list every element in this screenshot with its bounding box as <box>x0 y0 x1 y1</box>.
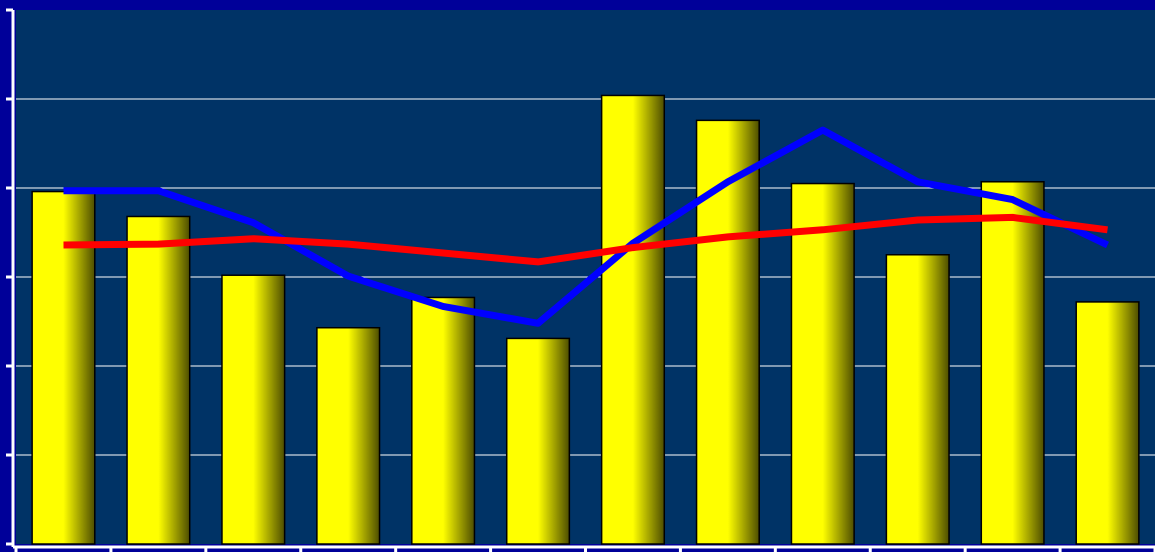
bar <box>505 337 571 545</box>
gridlines <box>16 98 1155 456</box>
bar <box>600 94 666 545</box>
bar <box>316 326 381 545</box>
bar <box>885 254 950 545</box>
axes <box>6 8 1155 552</box>
bar <box>980 181 1045 545</box>
bar <box>790 182 855 545</box>
bar <box>695 119 760 545</box>
red-series-line <box>63 213 1108 266</box>
bar <box>1075 301 1140 545</box>
bar <box>31 190 96 545</box>
blue-series-line <box>63 126 1110 327</box>
line-series <box>63 126 1110 327</box>
bar-series <box>31 94 1140 545</box>
bar <box>411 296 476 545</box>
bar <box>126 215 191 545</box>
bar <box>221 274 286 545</box>
